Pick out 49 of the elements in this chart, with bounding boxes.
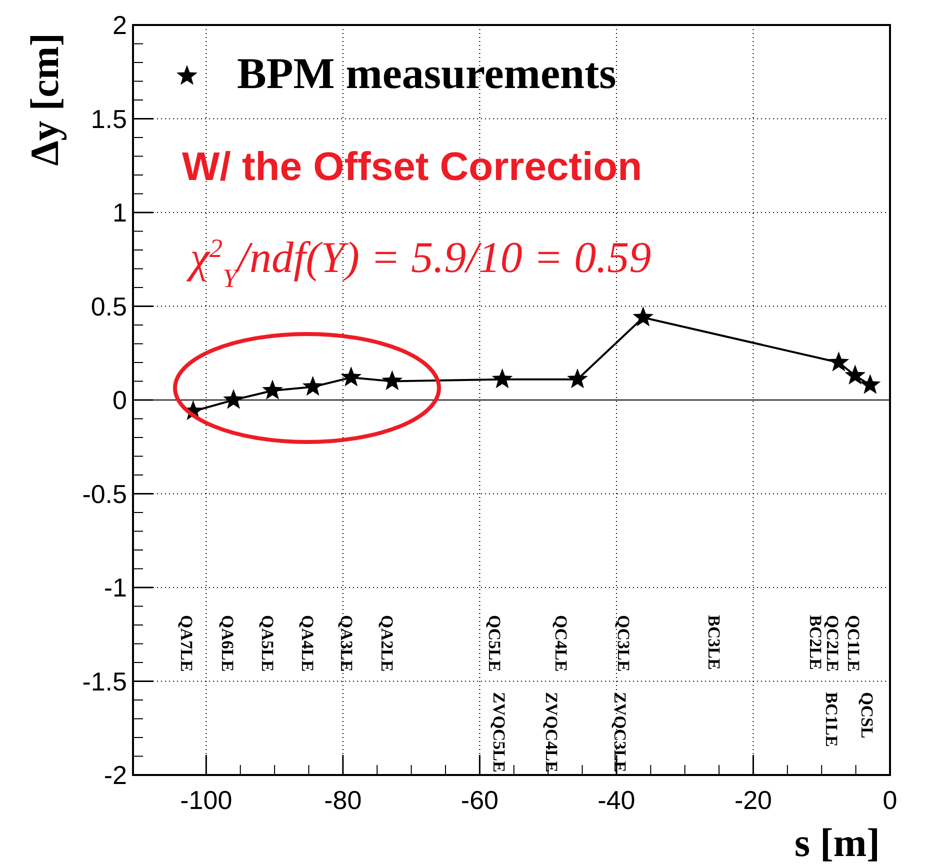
y-tick-label: 0 [112,385,127,416]
point [340,366,362,386]
annotation: χ$^{2}$$_{Y}$/ndf(Y) = 5.9/10 = 0.59 [186,233,652,293]
annotation: QA4LE [298,615,317,672]
annotation: QA5LE [258,615,277,672]
annotation: QC1LE [844,615,863,672]
annotation: BC1LE [822,692,842,747]
x-tick-label: 0 [882,785,898,815]
point [567,368,588,388]
x-tick-label: -20 [734,785,772,815]
point [382,370,403,390]
y-tick-label: -1.5 [82,666,127,696]
annotation: QC5LE [484,615,504,672]
legend-label: BPM measurements [237,49,616,98]
x-tick-label: -40 [598,785,636,815]
annotation: QCSL [857,692,876,738]
point [860,374,881,394]
annotation: ZVQC4LE [542,692,561,772]
annotation: QC4LE [551,615,570,672]
y-tick-label: 1 [112,198,127,228]
annotation: ZVQC3LE [610,692,630,772]
annotation: QA2LE [378,615,397,672]
x-axis-title: s [m] [794,820,880,865]
y-axis-title: Δy [cm] [22,33,67,166]
point [632,306,654,326]
annotation: ZVQC5LE [490,692,509,772]
x-tick-label: -80 [324,785,362,815]
point [492,368,513,388]
y-tick-label: -2 [104,760,127,790]
x-tick-label: -60 [460,785,498,815]
annotation: QC3LE [614,615,634,672]
annotation: QC2LE [823,615,842,672]
y-tick-label: 0.5 [90,291,127,322]
annotation: BC3LE [704,615,724,670]
y-tick-label: 2 [112,10,127,40]
y-tick-label: 1.5 [90,104,127,134]
point [302,376,324,396]
annotation: BC2LE [806,615,825,670]
point [262,380,283,400]
x-tick-label: -100 [180,785,232,815]
annotation: W/ the Offset Correction [182,145,642,189]
y-tick-label: -1 [104,572,127,603]
y-tick-label: -0.5 [82,478,127,509]
annotation: QA6LE [218,615,238,672]
point [828,352,850,372]
annotation: QA7LE [177,615,196,672]
annotation: QA3LE [336,615,356,672]
point [223,389,244,409]
point [844,364,866,385]
